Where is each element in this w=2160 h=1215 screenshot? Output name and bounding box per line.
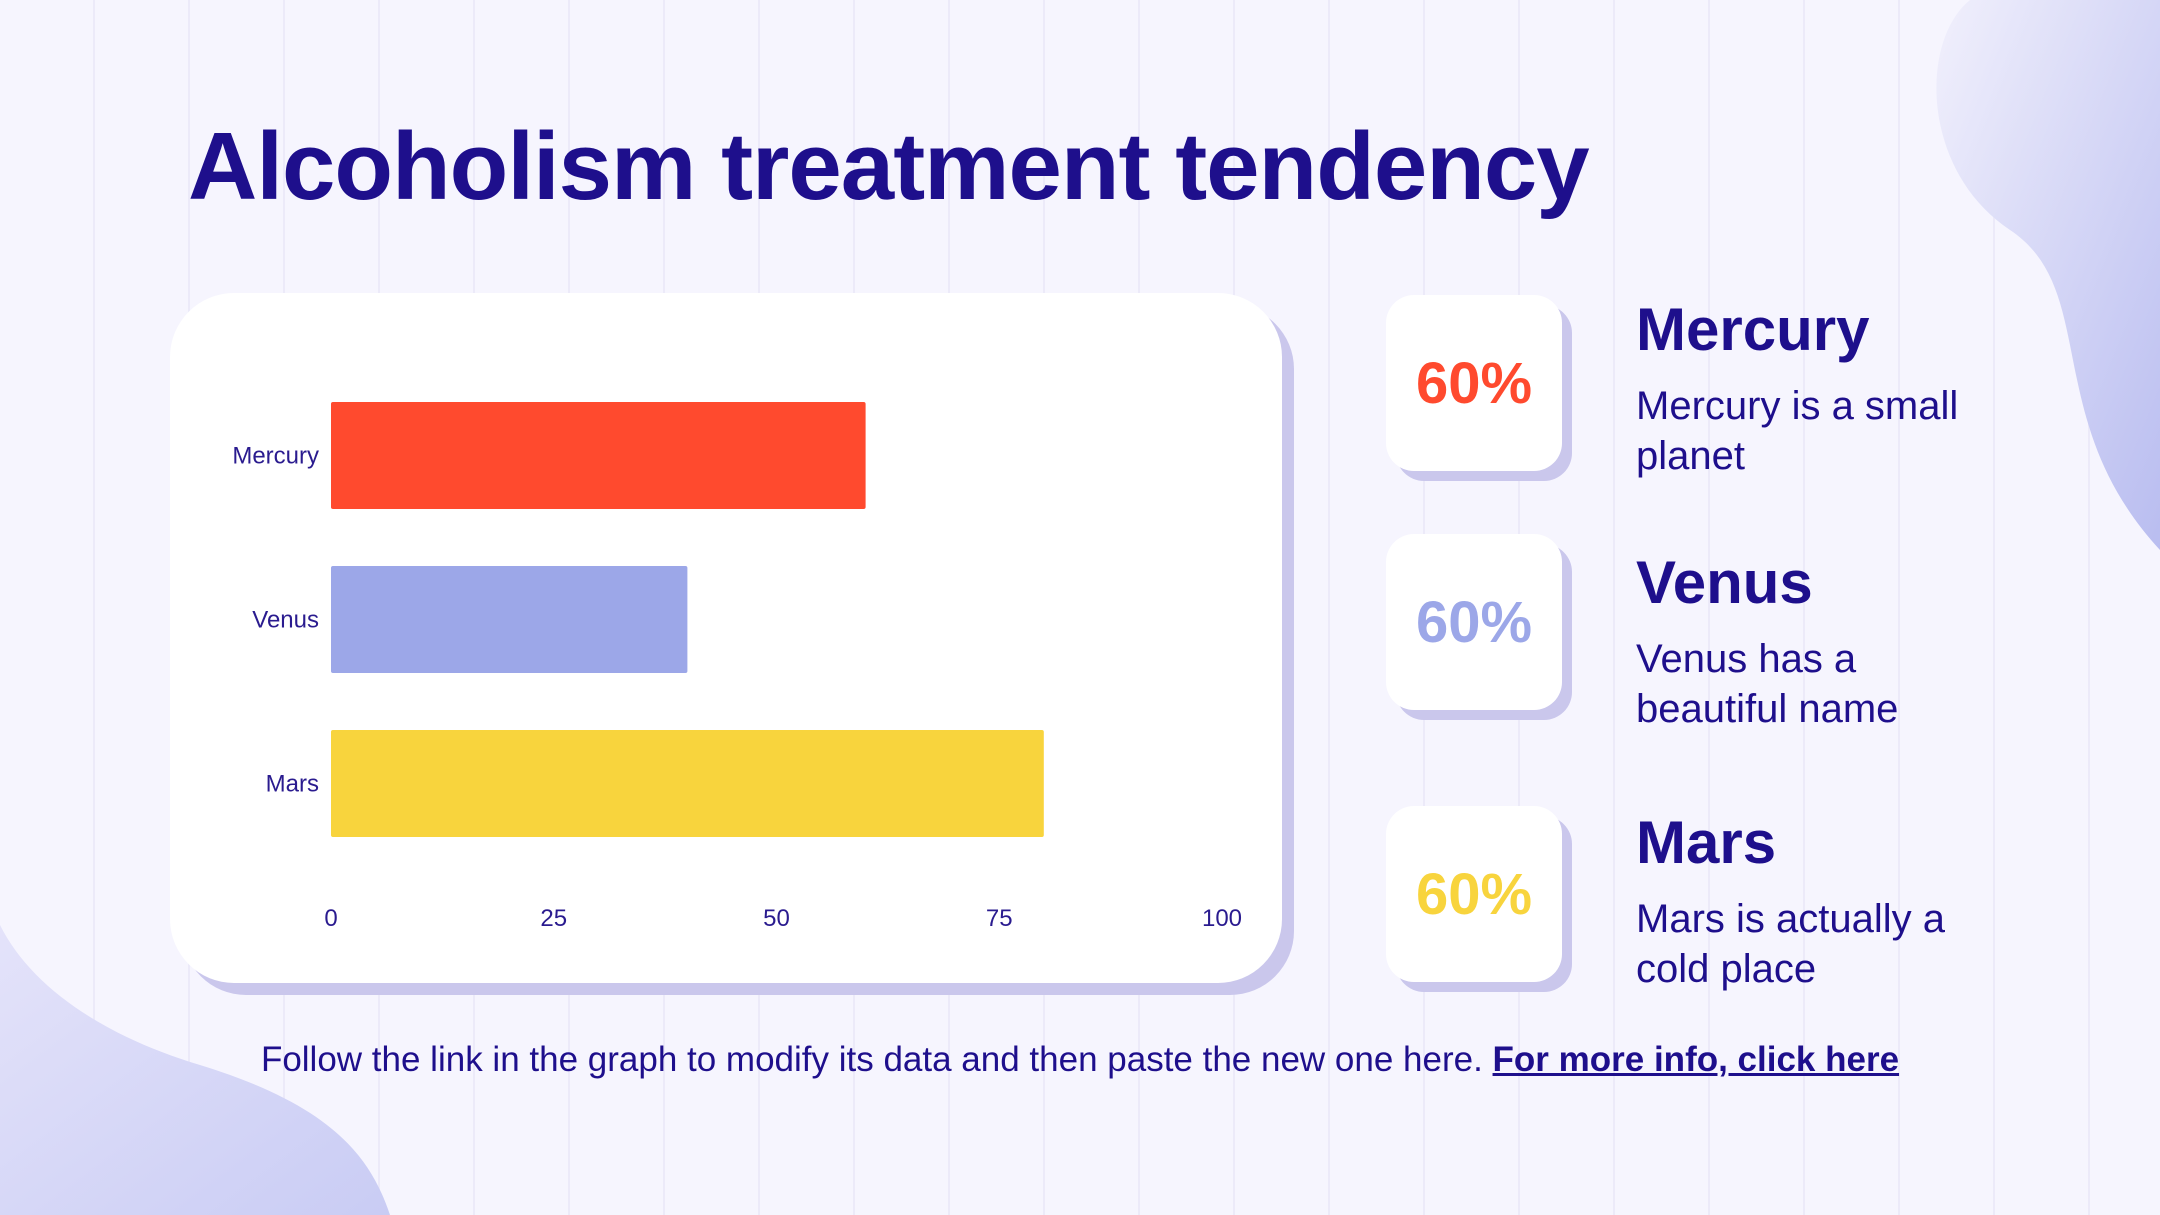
chart-card[interactable]: Mercury Venus Mars 0 25 50 75 100 bbox=[170, 293, 1282, 983]
x-tick-label: 0 bbox=[324, 905, 337, 932]
category-label: Mars bbox=[266, 771, 319, 798]
x-tick-label: 50 bbox=[763, 905, 790, 932]
page-title: Alcoholism treatment tendency bbox=[188, 113, 1590, 220]
more-info-link[interactable]: For more info, click here bbox=[1492, 1040, 1900, 1079]
category-label: Venus bbox=[252, 607, 319, 634]
stat-value-box: 60% bbox=[1386, 534, 1562, 710]
stat-title: Mercury bbox=[1636, 296, 1870, 363]
stat-description: Mercury is a small planet bbox=[1636, 384, 1959, 478]
stat-title: Mars bbox=[1636, 809, 1777, 876]
bar-mars bbox=[331, 730, 1044, 837]
stat-description: Venus has a beautiful name bbox=[1636, 637, 1899, 731]
stat-title: Venus bbox=[1636, 549, 1813, 616]
footer-note: Follow the link in the graph to modify i… bbox=[0, 1040, 2160, 1080]
x-tick-label: 25 bbox=[540, 905, 567, 932]
stat-value-box: 60% bbox=[1386, 806, 1562, 982]
x-tick-label: 100 bbox=[1202, 905, 1242, 932]
x-tick-label: 75 bbox=[986, 905, 1013, 932]
stat-description: Mars is actually a cold place bbox=[1636, 897, 1945, 991]
category-label: Mercury bbox=[232, 443, 319, 470]
bar-venus bbox=[331, 566, 688, 673]
decorative-blob-top-right bbox=[1936, 0, 2160, 550]
bar-chart: Mercury Venus Mars 0 25 50 75 100 bbox=[232, 402, 1242, 932]
bar-mercury bbox=[331, 402, 866, 509]
decorative-blob-bottom-left bbox=[0, 925, 390, 1215]
footer-text: Follow the link in the graph to modify i… bbox=[260, 1040, 1483, 1079]
stat-value-box: 60% bbox=[1386, 295, 1562, 471]
